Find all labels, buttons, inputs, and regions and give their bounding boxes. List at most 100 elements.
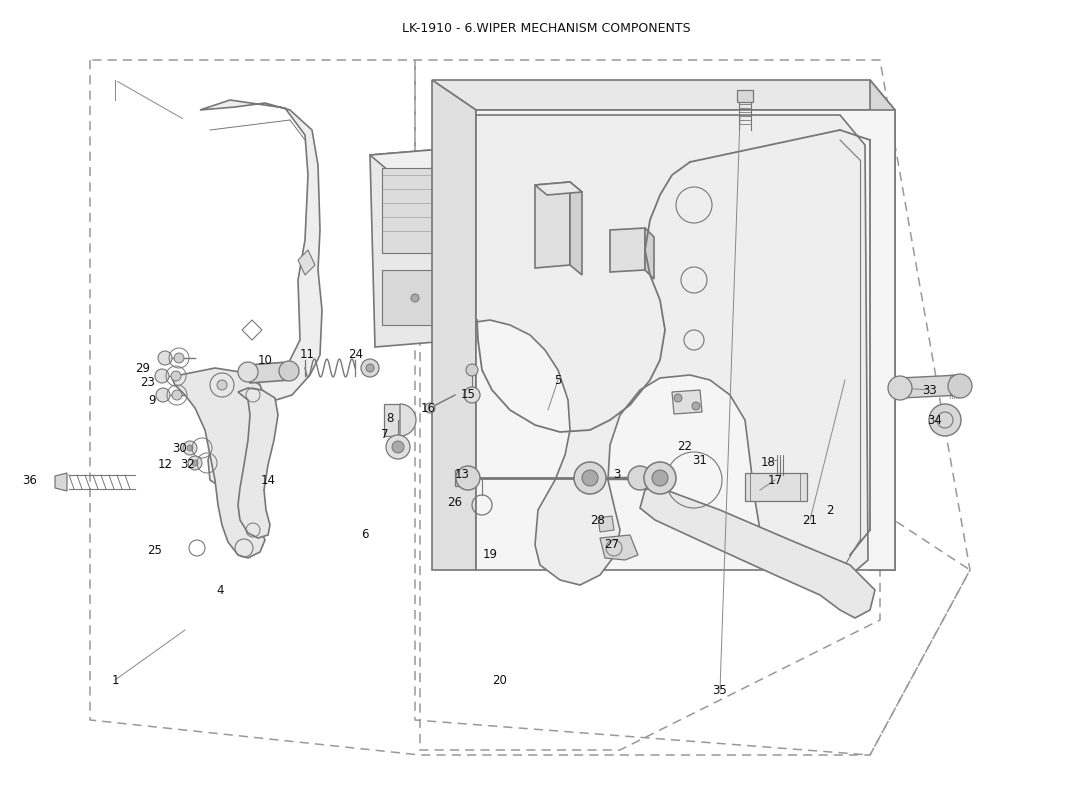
Polygon shape [200,100,322,490]
Text: 32: 32 [180,457,195,471]
Circle shape [425,403,435,413]
Polygon shape [645,228,654,279]
Text: 29: 29 [135,362,151,374]
Circle shape [155,369,169,383]
Polygon shape [640,470,655,486]
Polygon shape [432,80,895,110]
Circle shape [158,351,173,365]
Circle shape [187,445,193,451]
Polygon shape [298,250,314,275]
Text: 33: 33 [923,384,937,396]
Polygon shape [640,486,875,618]
Polygon shape [610,228,645,272]
Polygon shape [370,148,475,172]
Circle shape [392,441,404,453]
Text: 20: 20 [492,674,508,686]
Text: 24: 24 [348,348,364,362]
Circle shape [464,387,480,403]
Bar [384,404,400,436]
Text: 10: 10 [258,354,272,366]
Text: 26: 26 [448,495,463,509]
Polygon shape [476,115,868,590]
Circle shape [366,364,373,372]
Text: 8: 8 [387,412,394,424]
Circle shape [174,353,183,363]
Text: 4: 4 [216,583,224,597]
Polygon shape [900,375,962,398]
Polygon shape [598,516,614,532]
Circle shape [173,390,182,400]
Polygon shape [535,182,570,268]
Text: LK-1910 - 6.WIPER MECHANISM COMPONENTS: LK-1910 - 6.WIPER MECHANISM COMPONENTS [402,22,690,35]
Circle shape [582,470,598,486]
Text: 35: 35 [713,684,727,696]
Polygon shape [737,90,753,102]
Polygon shape [248,362,290,383]
Text: 23: 23 [141,376,155,390]
Circle shape [628,466,652,490]
Circle shape [156,388,170,402]
Text: 7: 7 [381,428,389,442]
Text: 36: 36 [23,473,37,487]
Bar [382,168,447,253]
Circle shape [674,394,682,402]
Text: 25: 25 [147,543,163,556]
Text: 30: 30 [173,442,188,454]
Text: 2: 2 [827,504,834,516]
Text: 17: 17 [768,473,783,487]
Polygon shape [455,470,468,486]
Text: 11: 11 [299,348,314,362]
Circle shape [466,364,478,376]
Text: 3: 3 [614,468,620,482]
Polygon shape [55,473,67,491]
Text: 18: 18 [760,456,775,468]
Text: 1: 1 [111,674,119,686]
Circle shape [217,380,227,390]
Bar [745,473,807,501]
Circle shape [411,294,419,302]
Text: 21: 21 [803,513,818,527]
Circle shape [456,466,480,490]
Circle shape [171,371,181,381]
Text: 19: 19 [483,549,498,561]
Circle shape [238,362,258,382]
Circle shape [361,359,379,377]
Text: 16: 16 [420,402,436,414]
Polygon shape [455,148,480,357]
Circle shape [929,404,961,436]
Circle shape [188,456,202,470]
Polygon shape [238,388,278,538]
Circle shape [183,441,197,455]
Polygon shape [215,424,260,462]
Polygon shape [600,535,638,560]
Circle shape [948,374,972,398]
Polygon shape [476,110,895,570]
Circle shape [888,376,912,400]
Text: 9: 9 [149,394,156,406]
Polygon shape [173,368,268,558]
Polygon shape [535,182,582,195]
Text: 15: 15 [461,388,475,402]
Text: 5: 5 [555,373,561,387]
Text: 22: 22 [677,440,692,454]
Circle shape [192,460,198,466]
Polygon shape [672,390,702,414]
Circle shape [278,361,299,381]
Circle shape [644,462,676,494]
Bar [382,270,447,325]
Circle shape [652,470,668,486]
Text: 14: 14 [261,473,275,487]
Text: 31: 31 [692,454,708,467]
Polygon shape [400,404,416,436]
Circle shape [692,402,700,410]
Text: 6: 6 [361,528,369,542]
Polygon shape [570,182,582,275]
Circle shape [385,435,410,459]
Circle shape [574,462,606,494]
Text: 27: 27 [605,538,619,550]
Polygon shape [432,80,476,570]
Text: 34: 34 [927,413,942,427]
Polygon shape [370,148,460,347]
Polygon shape [870,80,895,570]
Text: 28: 28 [591,513,605,527]
